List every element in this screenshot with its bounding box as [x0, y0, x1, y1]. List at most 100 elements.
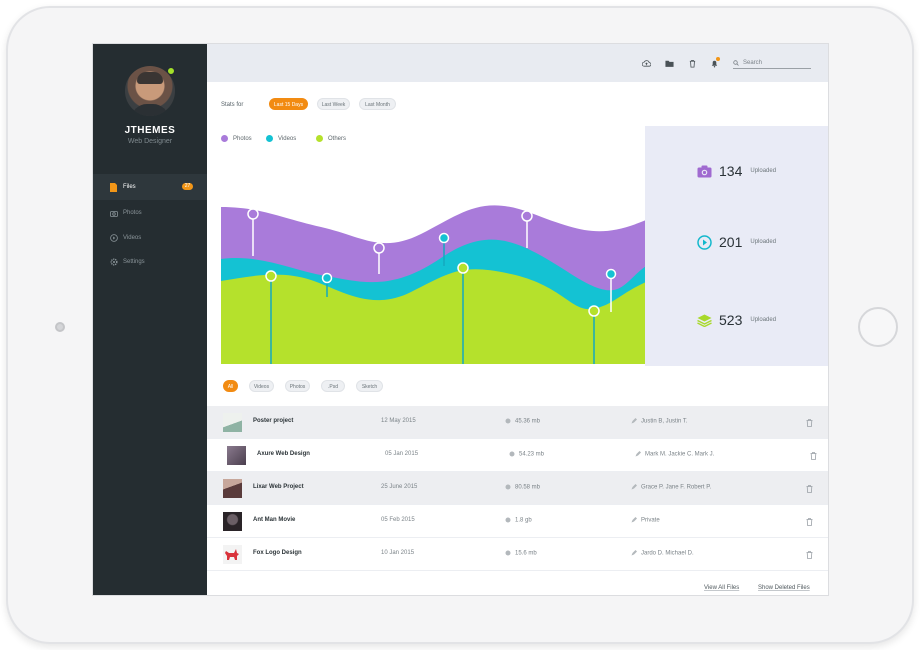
- sidebar-item-label: Files: [123, 184, 136, 190]
- file-date: 10 Jan 2015: [381, 550, 415, 556]
- range-last-week[interactable]: Last Week: [317, 98, 350, 110]
- stat-label: Uploaded: [750, 317, 777, 323]
- fox-logo-icon: [225, 549, 239, 560]
- legend-label: Photos: [233, 135, 252, 142]
- bell-icon[interactable]: [710, 59, 719, 68]
- disk-icon: [505, 484, 511, 490]
- sidebar-item-label: Settings: [123, 259, 145, 265]
- disk-icon: [505, 517, 511, 523]
- range-last-month[interactable]: Last Month: [359, 98, 396, 110]
- stat-photos: 134 Uploaded: [697, 163, 776, 179]
- delete-icon[interactable]: [810, 452, 817, 460]
- delete-icon[interactable]: [806, 551, 813, 559]
- avatar[interactable]: [125, 66, 175, 116]
- filter-all[interactable]: All: [223, 380, 238, 392]
- stats-label: Stats for: [221, 102, 244, 108]
- online-status-dot: [167, 67, 175, 75]
- home-button[interactable]: [858, 307, 898, 347]
- legend-swatch: [266, 135, 273, 142]
- camera-icon: [697, 165, 712, 177]
- stat-value: 201: [719, 234, 743, 250]
- file-date: 05 Jan 2015: [385, 451, 419, 457]
- photos-point: [247, 208, 259, 220]
- videos-point: [321, 272, 333, 284]
- legend-label: Videos: [278, 135, 297, 142]
- camera-lens: [55, 322, 65, 332]
- file-date: 05 Feb 2015: [381, 517, 415, 523]
- upload-stats-panel: 134 Uploaded 201 Uploaded 523 Uploaded: [645, 126, 828, 366]
- filter-photos[interactable]: Photos: [285, 380, 310, 392]
- file-size: 15.6 mb: [505, 550, 537, 557]
- table-row[interactable]: Ant Man Movie 05 Feb 2015 1.8 gb Private: [207, 505, 828, 538]
- file-name[interactable]: Fox Logo Design: [253, 550, 302, 556]
- stat-label: Uploaded: [750, 168, 777, 174]
- range-last-15-days[interactable]: Last 15 Days: [269, 98, 308, 110]
- user-role: Web Designer: [127, 138, 173, 145]
- sidebar-item-videos[interactable]: Videos: [93, 225, 207, 251]
- search-icon: [733, 59, 739, 66]
- file-thumbnail: [223, 413, 242, 432]
- camera-icon: [109, 209, 118, 218]
- file-thumbnail: [227, 446, 246, 465]
- sidebar-item-photos[interactable]: Photos: [93, 200, 207, 226]
- table-row[interactable]: Poster project 12 May 2015 45.36 mb Just…: [207, 406, 828, 439]
- photos-point: [373, 242, 385, 254]
- play-circle-icon: [697, 234, 712, 250]
- file-name[interactable]: Lixar Web Project: [253, 484, 304, 490]
- trash-icon[interactable]: [688, 59, 697, 68]
- file-owners: Grace P. Jane F. Robert P.: [631, 484, 711, 491]
- file-name[interactable]: Axure Web Design: [257, 451, 310, 457]
- delete-icon[interactable]: [806, 518, 813, 526]
- layers-icon: [697, 314, 712, 327]
- legend-swatch: [316, 135, 323, 142]
- file-owners: Justin B, Justin T.: [631, 418, 688, 425]
- table-row[interactable]: Axure Web Design 05 Jan 2015 54.23 mb Ma…: [207, 439, 828, 472]
- disk-icon: [505, 550, 511, 556]
- sidebar-item-files[interactable]: Files 27: [93, 174, 207, 200]
- sidebar-item-label: Photos: [123, 210, 142, 216]
- file-date: 12 May 2015: [381, 418, 416, 424]
- view-all-files-link[interactable]: View All Files: [704, 585, 740, 591]
- sidebar: JTHEMES Web Designer Files 27 Photos Vid…: [93, 44, 207, 595]
- pencil-icon: [631, 484, 637, 490]
- legend-others[interactable]: Others: [316, 135, 346, 142]
- folder-icon[interactable]: [665, 59, 674, 68]
- delete-icon[interactable]: [806, 485, 813, 493]
- play-icon: [109, 234, 118, 243]
- photos-point: [521, 210, 533, 222]
- file-size: 1.8 gb: [505, 517, 532, 524]
- pencil-icon: [631, 517, 637, 523]
- upload-icon[interactable]: [642, 59, 651, 68]
- legend-label: Others: [328, 135, 347, 142]
- filter-videos[interactable]: Videos: [249, 380, 274, 392]
- table-row[interactable]: Fox Logo Design 10 Jan 2015 15.6 mb Jard…: [207, 538, 828, 571]
- top-bar: Search: [207, 44, 828, 82]
- others-point: [457, 262, 469, 274]
- file-name[interactable]: Ant Man Movie: [253, 517, 296, 523]
- stat-videos: 201 Uploaded: [697, 234, 776, 250]
- delete-icon[interactable]: [806, 419, 813, 427]
- filter-psd[interactable]: .Psd: [321, 380, 345, 392]
- videos-point: [605, 268, 617, 280]
- filter-sketch[interactable]: Sketch: [356, 380, 383, 392]
- file-owners: Jardo D. Michael D.: [631, 550, 694, 557]
- file-size: 54.23 mb: [509, 451, 544, 458]
- show-deleted-files-link[interactable]: Show Deleted Files: [758, 585, 810, 591]
- pencil-icon: [631, 418, 637, 424]
- pencil-icon: [631, 550, 637, 556]
- search-input[interactable]: Search: [733, 57, 811, 69]
- upload-area-chart: [221, 205, 646, 364]
- sidebar-item-label: Videos: [123, 235, 142, 241]
- disk-icon: [505, 418, 511, 424]
- table-row[interactable]: Lixar Web Project 25 June 2015 80.58 mb …: [207, 472, 828, 505]
- notification-dot: [716, 57, 720, 61]
- files-count-badge: 27: [182, 183, 193, 190]
- legend-photos[interactable]: Photos: [221, 135, 252, 142]
- sidebar-item-settings[interactable]: Settings: [93, 249, 207, 275]
- legend-videos[interactable]: Videos: [266, 135, 296, 142]
- file-owners: Mark M. Jackie C. Mark J.: [635, 451, 714, 458]
- file-name[interactable]: Poster project: [253, 418, 294, 424]
- file-size: 45.36 mb: [505, 418, 540, 425]
- pencil-icon: [635, 451, 641, 457]
- brand-name: JTHEMES: [124, 125, 176, 136]
